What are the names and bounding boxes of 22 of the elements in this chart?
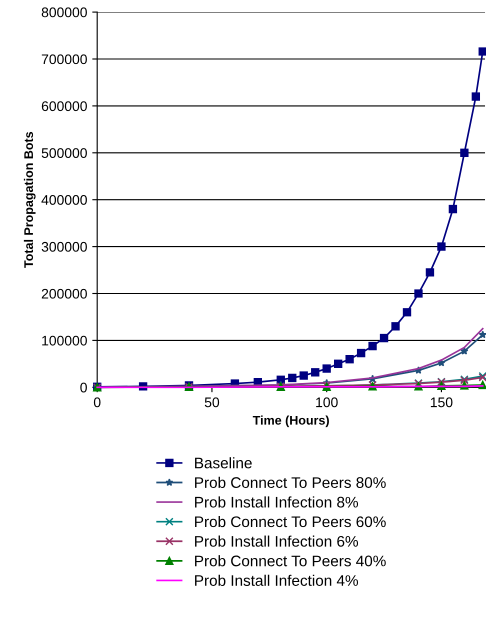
y-tick-label: 100000 [42,336,87,346]
legend-label: Prob Connect To Peers 40% [195,555,386,566]
legend-label: Baseline [195,457,252,468]
legend-label: Prob Install Infection 8% [195,496,358,508]
y-tick-label: 700000 [42,54,87,64]
y-tick-label: 800000 [42,7,87,18]
x-axis-title: Time (Hours) [252,416,329,428]
y-tick-label: 200000 [42,288,87,299]
legend-label: Prob Install Infection 6% [195,536,358,547]
x-tick-label: 150 [430,397,452,408]
legend-label: Prob Connect To Peers 80% [195,476,386,488]
y-tick-label: 500000 [42,148,87,158]
y-axis-title: Total Propagation Bots [24,132,36,268]
y-tick-label: 0 [80,382,87,392]
legend-label: Prob Connect To Peers 60% [195,516,386,528]
y-tick-label: 600000 [42,101,87,112]
x-tick-label: 0 [94,397,101,408]
legend-label: Prob Install Infection 4% [195,574,358,586]
x-tick-label: 100 [316,397,338,408]
y-tick-label: 300000 [42,242,87,252]
x-tick-label: 50 [204,397,220,408]
y-tick-label: 400000 [41,195,87,205]
